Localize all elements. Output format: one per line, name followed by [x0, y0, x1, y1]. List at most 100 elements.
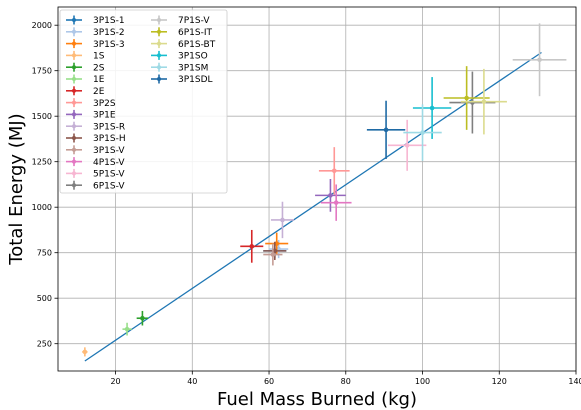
- data-point-marker: [420, 130, 425, 135]
- data-point-marker: [481, 99, 487, 104]
- data-point-marker: [429, 105, 435, 111]
- legend-entry: 3P1S-R: [66, 121, 125, 132]
- axis-ticks: 20 40 60 80 100 120 140 250 500 750 1000 1250 1500 17…: [32, 21, 581, 386]
- x-tick-label: 40: [187, 377, 197, 386]
- legend-entry: 3P1SO: [151, 50, 208, 62]
- data-point-marker: [383, 127, 389, 133]
- data-point-marker: [537, 57, 542, 63]
- x-tick-label: 100: [415, 377, 430, 386]
- data-point-marker: [124, 326, 130, 332]
- legend-label: 1E: [93, 75, 105, 85]
- legend-entry: 3P2S: [66, 98, 116, 109]
- legend-swatch-marker: [157, 65, 161, 70]
- legend-entry: 7P1S-V: [151, 15, 210, 26]
- y-tick-label: 1250: [32, 158, 52, 167]
- data-point: [82, 347, 88, 357]
- legend-entry: 6P1S-V: [66, 180, 125, 191]
- data-point: [270, 201, 294, 239]
- legend-label: 3P1SDL: [178, 75, 213, 85]
- legend-label: 3P1SM: [178, 63, 208, 73]
- fit-line: [84, 51, 542, 362]
- legend-label: 3P2S: [93, 99, 116, 109]
- legend-label: 3P1S-H: [93, 134, 126, 144]
- legend-label: 3P1S-R: [93, 122, 125, 132]
- legend-label: 3P1S-3: [93, 40, 125, 50]
- legend-label: 6P1S-BT: [178, 40, 216, 50]
- data-point: [412, 77, 452, 139]
- y-tick-label: 2000: [32, 21, 52, 30]
- legend-swatch-marker: [157, 41, 161, 46]
- legend-label: 6P1S-V: [93, 181, 125, 191]
- y-tick-label: 1500: [32, 112, 52, 121]
- legend-label: 3P1SO: [178, 52, 208, 62]
- legend-swatch-marker: [72, 100, 76, 105]
- data-point: [122, 322, 132, 336]
- data-point: [318, 147, 350, 195]
- data-point: [403, 104, 442, 161]
- legend-entry: 1S: [66, 50, 105, 62]
- x-tick-label: 120: [492, 377, 507, 386]
- legend-swatch-marker: [72, 65, 76, 70]
- legend-swatch-marker: [157, 29, 161, 34]
- legend-entry: 3P1S-3: [66, 39, 125, 50]
- legend-swatch-marker: [72, 112, 76, 117]
- data-point: [366, 100, 406, 159]
- legend-entry: 6P1S-IT: [151, 27, 212, 38]
- legend-entry: 5P1S-V: [66, 168, 125, 180]
- legend-label: 7P1S-V: [178, 16, 210, 26]
- data-point-marker: [280, 217, 285, 223]
- legend-label: 1S: [93, 52, 105, 62]
- y-tick-label: 500: [37, 294, 52, 303]
- legend-swatch-marker: [72, 18, 76, 22]
- legend-swatch-marker: [72, 136, 76, 140]
- legend-swatch-marker: [72, 147, 76, 152]
- legend-swatch-marker: [72, 53, 76, 58]
- legend-entry: 3P1S-1: [66, 15, 125, 26]
- data-point-marker: [140, 315, 145, 321]
- data-point-marker: [333, 200, 339, 205]
- x-tick-label: 60: [264, 377, 274, 386]
- fit-line-group: [84, 51, 542, 362]
- legend-label: 3P1S-2: [93, 28, 125, 38]
- legend-swatch-marker: [72, 159, 76, 164]
- legend-label: 3P1S-1: [93, 16, 125, 26]
- legend-swatch-marker: [72, 77, 76, 81]
- legend-swatch-marker: [72, 124, 76, 129]
- data-point-marker: [464, 95, 469, 101]
- y-tick-label: 750: [37, 249, 52, 258]
- data-point: [387, 119, 427, 171]
- data-point: [443, 66, 490, 130]
- y-axis-label: Total Energy (MJ): [6, 113, 27, 265]
- data-point-marker: [270, 252, 276, 257]
- x-tick-label: 20: [110, 377, 120, 386]
- legend-entry: 1E: [66, 74, 105, 85]
- x-tick-label: 80: [341, 377, 351, 386]
- legend-swatch-marker: [72, 41, 76, 46]
- y-tick-label: 1750: [32, 67, 52, 76]
- data-point: [263, 241, 287, 260]
- data-point: [315, 178, 346, 212]
- legend-label: 2S: [93, 63, 105, 73]
- legend-box: [59, 9, 228, 194]
- data-point-marker: [328, 193, 333, 198]
- legend-label: 3P1E: [93, 111, 116, 121]
- legend-entry: 3P1S-V: [66, 145, 125, 156]
- legend-entry: 3P1SM: [151, 62, 208, 73]
- plot-frame: [57, 6, 577, 372]
- data-point: [263, 243, 283, 266]
- data-points: [82, 23, 567, 357]
- legend-entry: 6P1S-BT: [151, 39, 216, 50]
- legend-entry: 3P1S-H: [66, 133, 126, 144]
- legend-entry: 3P1E: [66, 109, 116, 121]
- legend-swatch-marker: [72, 171, 76, 176]
- legend-swatch-marker: [157, 53, 161, 58]
- legend-swatch-marker: [72, 29, 76, 34]
- legend-swatch-marker: [72, 183, 76, 188]
- y-tick-label: 250: [37, 340, 52, 349]
- legend-entry: 2S: [66, 62, 105, 73]
- data-point-marker: [331, 168, 337, 174]
- legend-label: 4P1S-V: [93, 158, 125, 168]
- legend-label: 3P1S-V: [93, 146, 125, 156]
